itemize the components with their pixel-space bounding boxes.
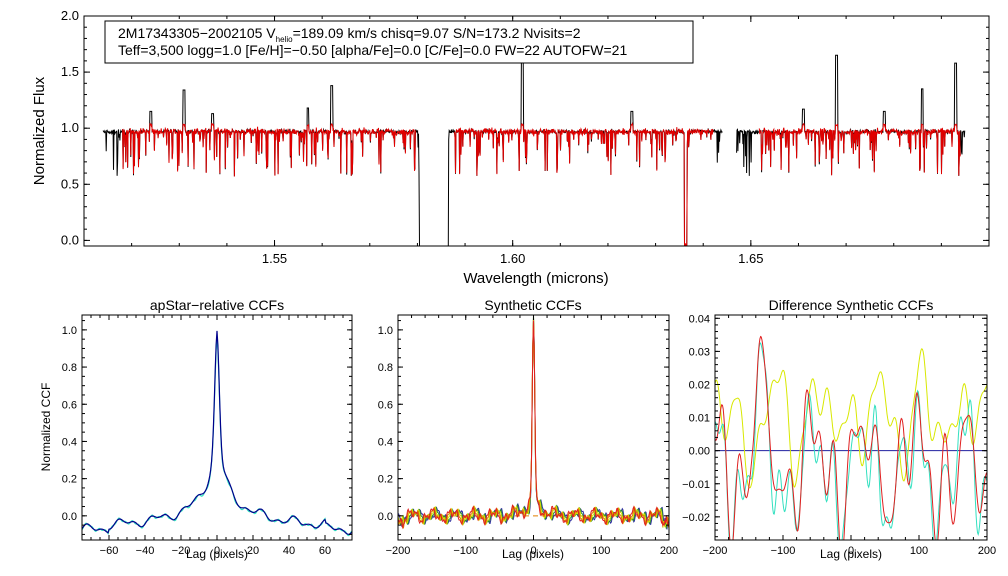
- spectrum-data: [102, 54, 966, 246]
- y-tick-label: 0.4: [378, 436, 393, 448]
- synthetic-ccf-purple-line: [397, 317, 670, 530]
- diff-ccf-yellow-line: [715, 348, 987, 489]
- model-spectrum-line: [121, 122, 416, 177]
- x-tick-label: 60: [319, 545, 331, 557]
- y-tick-label: 1.0: [61, 120, 79, 135]
- synthetic-ccf-xlabel: Lag (pixels): [502, 547, 564, 561]
- y-tick-label: 0.03: [689, 346, 710, 358]
- y-tick-label: 0.2: [378, 474, 393, 486]
- model-spectrum-line: [758, 122, 961, 176]
- apstar-ccf-blue-line: [81, 330, 353, 535]
- diff-ccf-ticks: −200 −100 0 100 200 −0.02 −0.01 0.00 0.01 0.02 0.0…: [682, 313, 996, 557]
- y-tick-label: 0.4: [62, 436, 77, 448]
- info-line-2: Teff=3,500 logg=1.0 [Fe/H]=−0.50 [alpha/…: [118, 42, 627, 58]
- x-tick-label: 1.55: [262, 251, 287, 266]
- info-line-1: 2M17343305−2002105 Vhelio=189.09 km/s ch…: [118, 25, 581, 44]
- y-tick-label: 0.5: [61, 176, 79, 191]
- y-tick-label: 0.0: [61, 232, 79, 247]
- y-tick-label: 0.6: [378, 399, 393, 411]
- apstar-ccf-title: apStar−relative CCFs: [150, 297, 284, 313]
- y-tick-label: −0.02: [682, 512, 710, 524]
- y-tick-label: 0.8: [62, 362, 77, 374]
- y-tick-label: 0.8: [378, 362, 393, 374]
- x-tick-label: 100: [910, 545, 928, 557]
- y-tick-label: 0.0: [378, 511, 393, 523]
- apstar-ccf-ylabel: Normalized CCF: [39, 383, 53, 472]
- y-tick-label: 0.01: [689, 413, 710, 425]
- y-tick-label: 0.04: [689, 313, 710, 325]
- x-tick-label: −100: [453, 545, 478, 557]
- diff-ccf-frame: [714, 314, 988, 541]
- x-tick-label: −60: [100, 545, 119, 557]
- synthetic-ccf-panel: Synthetic CCFs −200 −100 0 100 200 0.0 0.2 0.4 0…: [378, 297, 678, 561]
- y-tick-label: 0.6: [62, 399, 77, 411]
- spectrum-xlabel: Wavelength (microns): [463, 270, 608, 287]
- diff-ccf-title: Difference Synthetic CCFs: [769, 297, 934, 313]
- synthetic-ccf-data: [397, 315, 670, 530]
- x-tick-label: 0: [214, 545, 220, 557]
- spectrum-ylabel: Normalized Flux: [31, 76, 48, 185]
- y-tick-label: 1.0: [62, 325, 77, 337]
- x-tick-label: 0: [530, 545, 536, 557]
- synthetic-ccf-title: Synthetic CCFs: [484, 297, 581, 313]
- synthetic-ccf-yellow-line: [397, 316, 670, 528]
- y-tick-label: −0.01: [682, 479, 710, 491]
- observed-spectrum-line: [102, 85, 423, 246]
- x-tick-label: 1.65: [738, 251, 763, 266]
- synthetic-ccf-red-line: [397, 320, 670, 530]
- apstar-ccf-frame: [81, 314, 353, 541]
- synthetic-ccf-ticks: −200 −100 0 100 200 0.0 0.2 0.4 0.6 0.8 1.0: [378, 315, 678, 557]
- x-tick-label: 200: [978, 545, 996, 557]
- y-tick-label: 0.2: [62, 474, 77, 486]
- y-tick-label: 2.0: [61, 8, 79, 23]
- synthetic-ccf-orange-line: [397, 319, 670, 529]
- diff-ccf-panel: Difference Synthetic CCFs −200 −100 0 100 20…: [682, 297, 996, 561]
- x-tick-label: 200: [660, 545, 678, 557]
- diff-ccf-red-line: [715, 335, 987, 540]
- x-tick-label: 20: [247, 545, 259, 557]
- info-box: [104, 20, 694, 64]
- apstar-ccf-cyan-line: [81, 336, 353, 537]
- model-spectrum-line: [454, 122, 714, 246]
- observed-spectrum-line: [446, 58, 723, 246]
- apstar-ccf-xlabel: Lag (pixels): [186, 547, 248, 561]
- synthetic-ccf-green-line: [397, 315, 670, 529]
- x-tick-label: −100: [771, 545, 796, 557]
- x-tick-label: 0: [848, 545, 854, 557]
- diff-ccf-data: [715, 335, 987, 540]
- synthetic-ccf-frame: [397, 314, 670, 541]
- x-tick-label: −40: [136, 545, 155, 557]
- spectrum-frame: [83, 15, 990, 247]
- apstar-ccf-data: [81, 330, 353, 537]
- x-tick-label: 40: [283, 545, 295, 557]
- apstar-ccf-panel: apStar−relative CCFs −60 −40 −20 0 20 40 60 0.0…: [39, 297, 353, 561]
- x-tick-label: 100: [592, 545, 610, 557]
- x-tick-label: −20: [172, 545, 191, 557]
- spectrum-panel: 1.55 1.60 1.65 0.0 0.5 1.0 1.5 2.0 2M17343305−2…: [31, 8, 990, 287]
- diff-ccf-xlabel: Lag (pixels): [820, 547, 882, 561]
- x-tick-label: 1.60: [500, 251, 525, 266]
- y-tick-label: 0.02: [689, 379, 710, 391]
- y-tick-label: 0.0: [62, 511, 77, 523]
- spectrum-ticks: 1.55 1.60 1.65 0.0 0.5 1.0 1.5 2.0: [61, 8, 989, 266]
- apstar-ccf-ticks: −60 −40 −20 0 20 40 60 0.0 0.2 0.4 0.6 0.8 1.0: [62, 315, 353, 557]
- y-tick-label: 1.0: [378, 325, 393, 337]
- y-tick-label: 0.00: [689, 446, 710, 458]
- x-tick-label: −200: [386, 545, 411, 557]
- y-tick-label: 1.5: [61, 64, 79, 79]
- x-tick-label: −200: [703, 545, 728, 557]
